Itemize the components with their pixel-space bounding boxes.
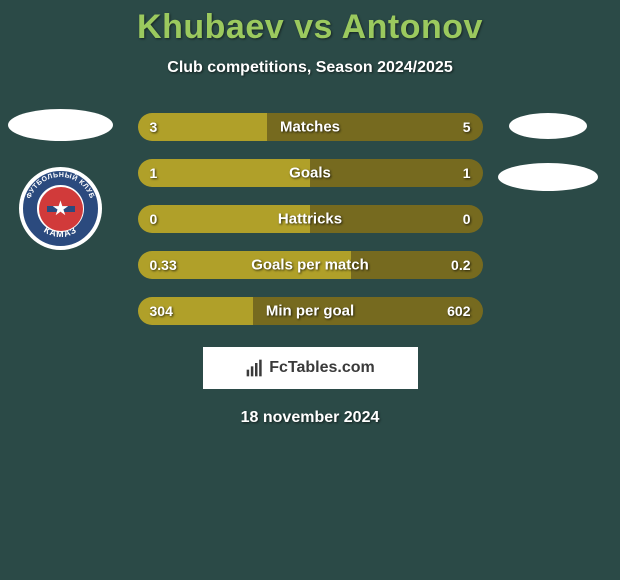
stat-value-left: 0: [150, 211, 158, 227]
club-badge: ФУТБОЛЬНЫЙ КЛУБ КАМАЗ ★: [19, 167, 102, 250]
stat-bar-row: 0 0 Hattricks: [138, 205, 483, 233]
page-title: Khubaev vs Antonov: [137, 8, 483, 47]
stat-bar-right-fill: [310, 159, 483, 187]
stat-label: Hattricks: [278, 211, 342, 228]
stat-label: Goals: [289, 165, 331, 182]
page-subtitle: Club competitions, Season 2024/2025: [167, 59, 452, 77]
stat-value-right: 602: [447, 303, 470, 319]
stat-value-right: 0: [463, 211, 471, 227]
stat-value-left: 3: [150, 119, 158, 135]
badge-center: ★: [39, 187, 83, 231]
stat-value-left: 304: [150, 303, 173, 319]
right-player-column: [495, 107, 600, 191]
infographic-root: Khubaev vs Antonov Club competitions, Se…: [0, 0, 620, 427]
stat-value-left: 1: [150, 165, 158, 181]
stat-label: Goals per match: [251, 257, 369, 274]
placeholder-ellipse: [509, 113, 587, 139]
stat-label: Matches: [280, 119, 340, 136]
stat-bar-left-fill: [138, 159, 311, 187]
footer-attribution: FcTables.com: [203, 347, 418, 389]
stat-bar-row: 3 5 Matches: [138, 113, 483, 141]
stat-value-right: 0.2: [451, 257, 470, 273]
date-text: 18 november 2024: [0, 409, 620, 427]
stat-bars: 3 5 Matches 1 1 Goals 0 0 Hattricks 0.33 0.2 Goals …: [138, 113, 483, 325]
placeholder-ellipse: [498, 163, 598, 191]
stat-bar-row: 0.33 0.2 Goals per match: [138, 251, 483, 279]
placeholder-ellipse: [8, 109, 113, 141]
stat-value-right: 5: [463, 119, 471, 135]
left-player-column: ФУТБОЛЬНЫЙ КЛУБ КАМАЗ ★: [8, 107, 113, 250]
chart-icon: [245, 358, 265, 378]
stat-label: Min per goal: [266, 303, 354, 320]
footer-text: FcTables.com: [269, 359, 375, 377]
main-area: ФУТБОЛЬНЫЙ КЛУБ КАМАЗ ★ 3 5 Matches 1 1 Goals…: [0, 113, 620, 427]
star-icon: ★: [52, 196, 70, 221]
stat-bar-row: 304 602 Min per goal: [138, 297, 483, 325]
stat-value-left: 0.33: [150, 257, 177, 273]
stat-bar-row: 1 1 Goals: [138, 159, 483, 187]
stat-value-right: 1: [463, 165, 471, 181]
